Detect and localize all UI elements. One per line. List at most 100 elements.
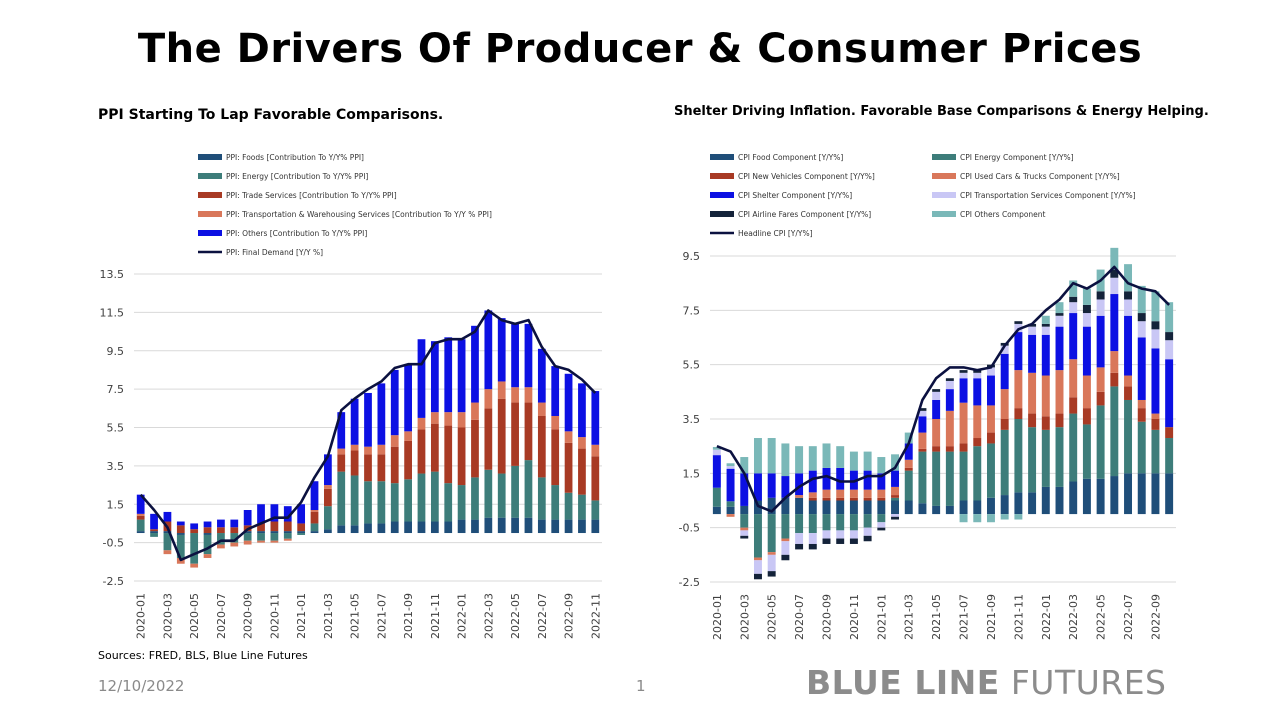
- ppi-bar-s3-2020-09: [243, 540, 252, 545]
- cpi-bar-s3-2021-12: [1028, 372, 1037, 414]
- ppi-bar-s4-2020-11: [270, 504, 279, 522]
- ppi-ytick-label-1: 11.5: [100, 306, 125, 319]
- cpi-bar-s6-2020-10: [836, 538, 845, 544]
- cpi-bar-s7-2021-09: [986, 514, 995, 523]
- cpi-bar-s0-2022-05: [1096, 478, 1105, 515]
- ppi-bar-s3-2022-09: [564, 431, 573, 443]
- cpi-bar-s1-2020-08: [808, 514, 817, 534]
- cpi-bar-s1-2022-05: [1096, 405, 1105, 479]
- cpi-bar-s0-2022-01: [1041, 486, 1050, 515]
- cpi-chart: CPI Food Component [Y/Y%] CPI Energy Comp…: [679, 153, 1176, 640]
- cpi-xtick-label-1: 2020-03: [738, 594, 751, 640]
- ppi-xtick-label-3: 2020-07: [215, 593, 228, 639]
- cpi-bar-s2-2020-08: [808, 497, 817, 501]
- ppi-bar-s4-2021-09: [404, 364, 412, 432]
- cpi-bar-s4-2021-09: [986, 375, 995, 406]
- cpi-bar-s1-2021-05: [932, 451, 941, 506]
- cpi-legend-label-3: CPI Used Cars & Trucks Component [Y/Y%]: [960, 172, 1120, 181]
- cpi-bar-s5-2020-11: [849, 530, 858, 539]
- ppi-bar-s2-2022-04: [497, 398, 506, 474]
- cpi-bar-s0-2021-01: [877, 500, 886, 515]
- cpi-bar-s1-2022-02: [1055, 427, 1064, 487]
- ppi-bar-s4-2020-10: [257, 504, 265, 524]
- cpi-bar-s7-2020-09: [822, 443, 831, 468]
- cpi-bar-s0-2021-06: [945, 505, 954, 515]
- cpi-bar-s4-2021-01: [877, 473, 886, 490]
- ppi-bar-s3-2020-08: [230, 542, 239, 547]
- ppi-legend-swatch-1: [198, 173, 222, 179]
- cpi-bar-s3-2021-09: [986, 405, 995, 433]
- ppi-xtick-label-6: 2021-01: [295, 593, 308, 639]
- cpi-bar-s7-2020-07: [795, 446, 804, 474]
- ppi-bar-s3-2022-10: [578, 437, 586, 449]
- ppi-bar-s3-2022-06: [524, 387, 533, 403]
- cpi-bar-s4-2021-08: [973, 378, 982, 406]
- cpi-bar-s0-2020-01: [712, 506, 721, 515]
- cpi-bar-s1-2021-12: [1028, 427, 1037, 493]
- cpi-bar-s5-2022-04: [1082, 313, 1091, 327]
- cpi-bar-s3-2022-03: [1069, 359, 1078, 398]
- ppi-bar-s4-2021-03: [324, 454, 332, 486]
- ppi-bar-s0-2021-01: [297, 531, 306, 534]
- cpi-bar-s4-2020-04: [753, 473, 762, 501]
- cpi-bar-s0-2021-09: [986, 497, 995, 515]
- logo-bold-text: BLUE LINE: [806, 663, 1000, 702]
- cpi-bar-s1-2021-06: [945, 451, 954, 506]
- ppi-bar-s4-2020-06: [203, 521, 212, 528]
- ppi-bar-s0-2021-05: [350, 525, 359, 534]
- cpi-legend-label-1: CPI Energy Component [Y/Y%]: [960, 153, 1074, 162]
- cpi-bar-s6-2022-10: [1165, 332, 1174, 341]
- cpi-xtick-label-10: 2021-09: [985, 594, 998, 640]
- cpi-bar-s3-2022-04: [1082, 375, 1091, 409]
- cpi-xtick-label-2: 2020-05: [766, 594, 779, 640]
- cpi-bar-s7-2020-11: [849, 451, 858, 471]
- ppi-bar-s4-2021-04: [337, 412, 346, 449]
- cpi-bar-s6-2022-02: [1055, 313, 1064, 316]
- ppi-bar-s2-2021-01: [297, 523, 306, 532]
- ppi-bar-s3-2022-03: [484, 389, 493, 409]
- ppi-xtick-label-13: 2022-03: [482, 593, 495, 639]
- cpi-bar-s1-2021-07: [959, 451, 968, 501]
- cpi-xtick-label-14: 2022-05: [1095, 594, 1108, 640]
- ppi-bar-s4-2022-05: [511, 323, 519, 388]
- cpi-bar-s3-2020-11: [849, 489, 858, 498]
- cpi-bar-s4-2021-12: [1028, 334, 1037, 373]
- ppi-bar-s1-2020-03: [163, 533, 172, 551]
- cpi-legend-swatch-7: [932, 211, 956, 217]
- cpi-bar-s2-2021-07: [959, 443, 968, 452]
- cpi-bar-s5-2020-12: [863, 527, 872, 536]
- ppi-bar-s0-2020-11: [270, 531, 279, 534]
- ppi-bar-s3-2020-05: [190, 563, 199, 568]
- ppi-bar-s0-2021-03: [324, 529, 332, 534]
- left-chart-title: PPI Starting To Lap Favorable Comparison…: [98, 107, 444, 123]
- ppi-bar-s4-2022-10: [578, 383, 586, 438]
- ppi-bar-s1-2022-03: [484, 469, 493, 518]
- cpi-bar-s0-2020-06: [781, 497, 790, 515]
- cpi-bar-s0-2021-12: [1028, 492, 1037, 515]
- cpi-bar-s0-2020-12: [863, 500, 872, 515]
- ppi-bar-s3-2022-05: [511, 387, 519, 403]
- cpi-bar-s3-2022-08: [1137, 399, 1146, 409]
- cpi-bar-s5-2020-09: [822, 530, 831, 539]
- cpi-bar-s7-2020-08: [808, 446, 817, 471]
- ppi-bar-s1-2020-08: [230, 533, 239, 543]
- cpi-bar-s7-2022-10: [1165, 302, 1174, 333]
- cpi-bar-s1-2022-09: [1151, 429, 1160, 474]
- cpi-xtick-label-13: 2022-03: [1067, 594, 1080, 640]
- ppi-bar-s1-2020-05: [190, 533, 199, 564]
- cpi-bar-s2-2021-08: [973, 438, 982, 447]
- cpi-bar-s1-2022-03: [1069, 413, 1078, 482]
- ppi-bar-s0-2020-02: [150, 531, 158, 534]
- cpi-bar-s3-2022-06: [1110, 351, 1119, 373]
- ppi-bar-s4-2021-12: [444, 337, 453, 413]
- ppi-bar-s1-2021-05: [350, 475, 359, 526]
- cpi-bar-s2-2020-11: [849, 497, 858, 501]
- cpi-bar-s1-2022-04: [1082, 424, 1091, 479]
- cpi-legend-swatch-6: [710, 211, 734, 217]
- ppi-bar-s3-2020-06: [203, 554, 212, 558]
- cpi-bar-s5-2021-08: [973, 372, 982, 379]
- cpi-bar-s0-2020-04: [753, 500, 762, 515]
- ppi-bar-s2-2022-09: [564, 442, 573, 493]
- ppi-bar-s1-2021-11: [430, 471, 439, 522]
- cpi-bar-s5-2022-10: [1165, 340, 1174, 360]
